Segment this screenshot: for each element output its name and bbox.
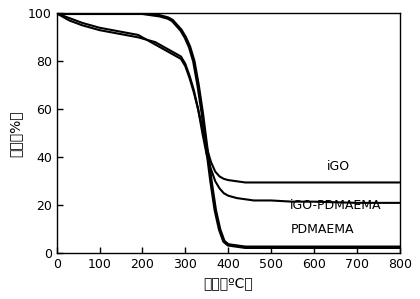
Y-axis label: 重量（%）: 重量（%） — [8, 110, 22, 157]
Text: iGO-PDMAEMA: iGO-PDMAEMA — [290, 199, 382, 212]
Text: iGO: iGO — [327, 160, 350, 173]
X-axis label: 温度（ºC）: 温度（ºC） — [203, 277, 253, 291]
Text: PDMAEMA: PDMAEMA — [290, 223, 354, 236]
